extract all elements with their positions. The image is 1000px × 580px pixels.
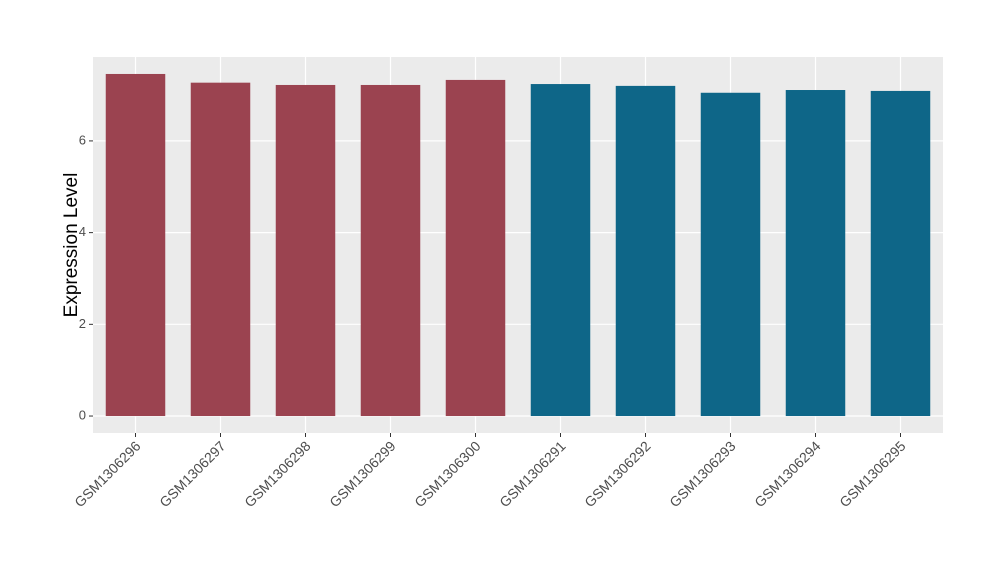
bar [445, 79, 506, 417]
bar [870, 90, 931, 417]
x-tick-label: GSM1306293 [666, 438, 739, 511]
x-tick-label: GSM1306296 [71, 438, 144, 511]
x-tick-label: GSM1306294 [751, 438, 824, 511]
x-tick-label: GSM1306295 [836, 438, 909, 511]
y-tick-label: 4 [79, 224, 86, 239]
y-axis-title: Expression Level [61, 173, 82, 318]
y-tick-label: 2 [79, 316, 86, 331]
x-tick-label: GSM1306298 [241, 438, 314, 511]
x-tick-label: GSM1306291 [496, 438, 569, 511]
bar [615, 85, 676, 417]
bar [190, 82, 251, 417]
x-tick-label: GSM1306292 [581, 438, 654, 511]
bar [105, 73, 166, 417]
x-tick-label: GSM1306297 [156, 438, 229, 511]
bar [785, 90, 846, 417]
bar [360, 84, 421, 417]
bar [530, 84, 591, 417]
y-tick-label: 0 [79, 407, 86, 422]
y-tick-label: 6 [79, 132, 86, 147]
x-tick-label: GSM1306300 [411, 438, 484, 511]
x-tick-label: GSM1306299 [326, 438, 399, 511]
bar [700, 92, 761, 417]
bar [275, 84, 336, 417]
